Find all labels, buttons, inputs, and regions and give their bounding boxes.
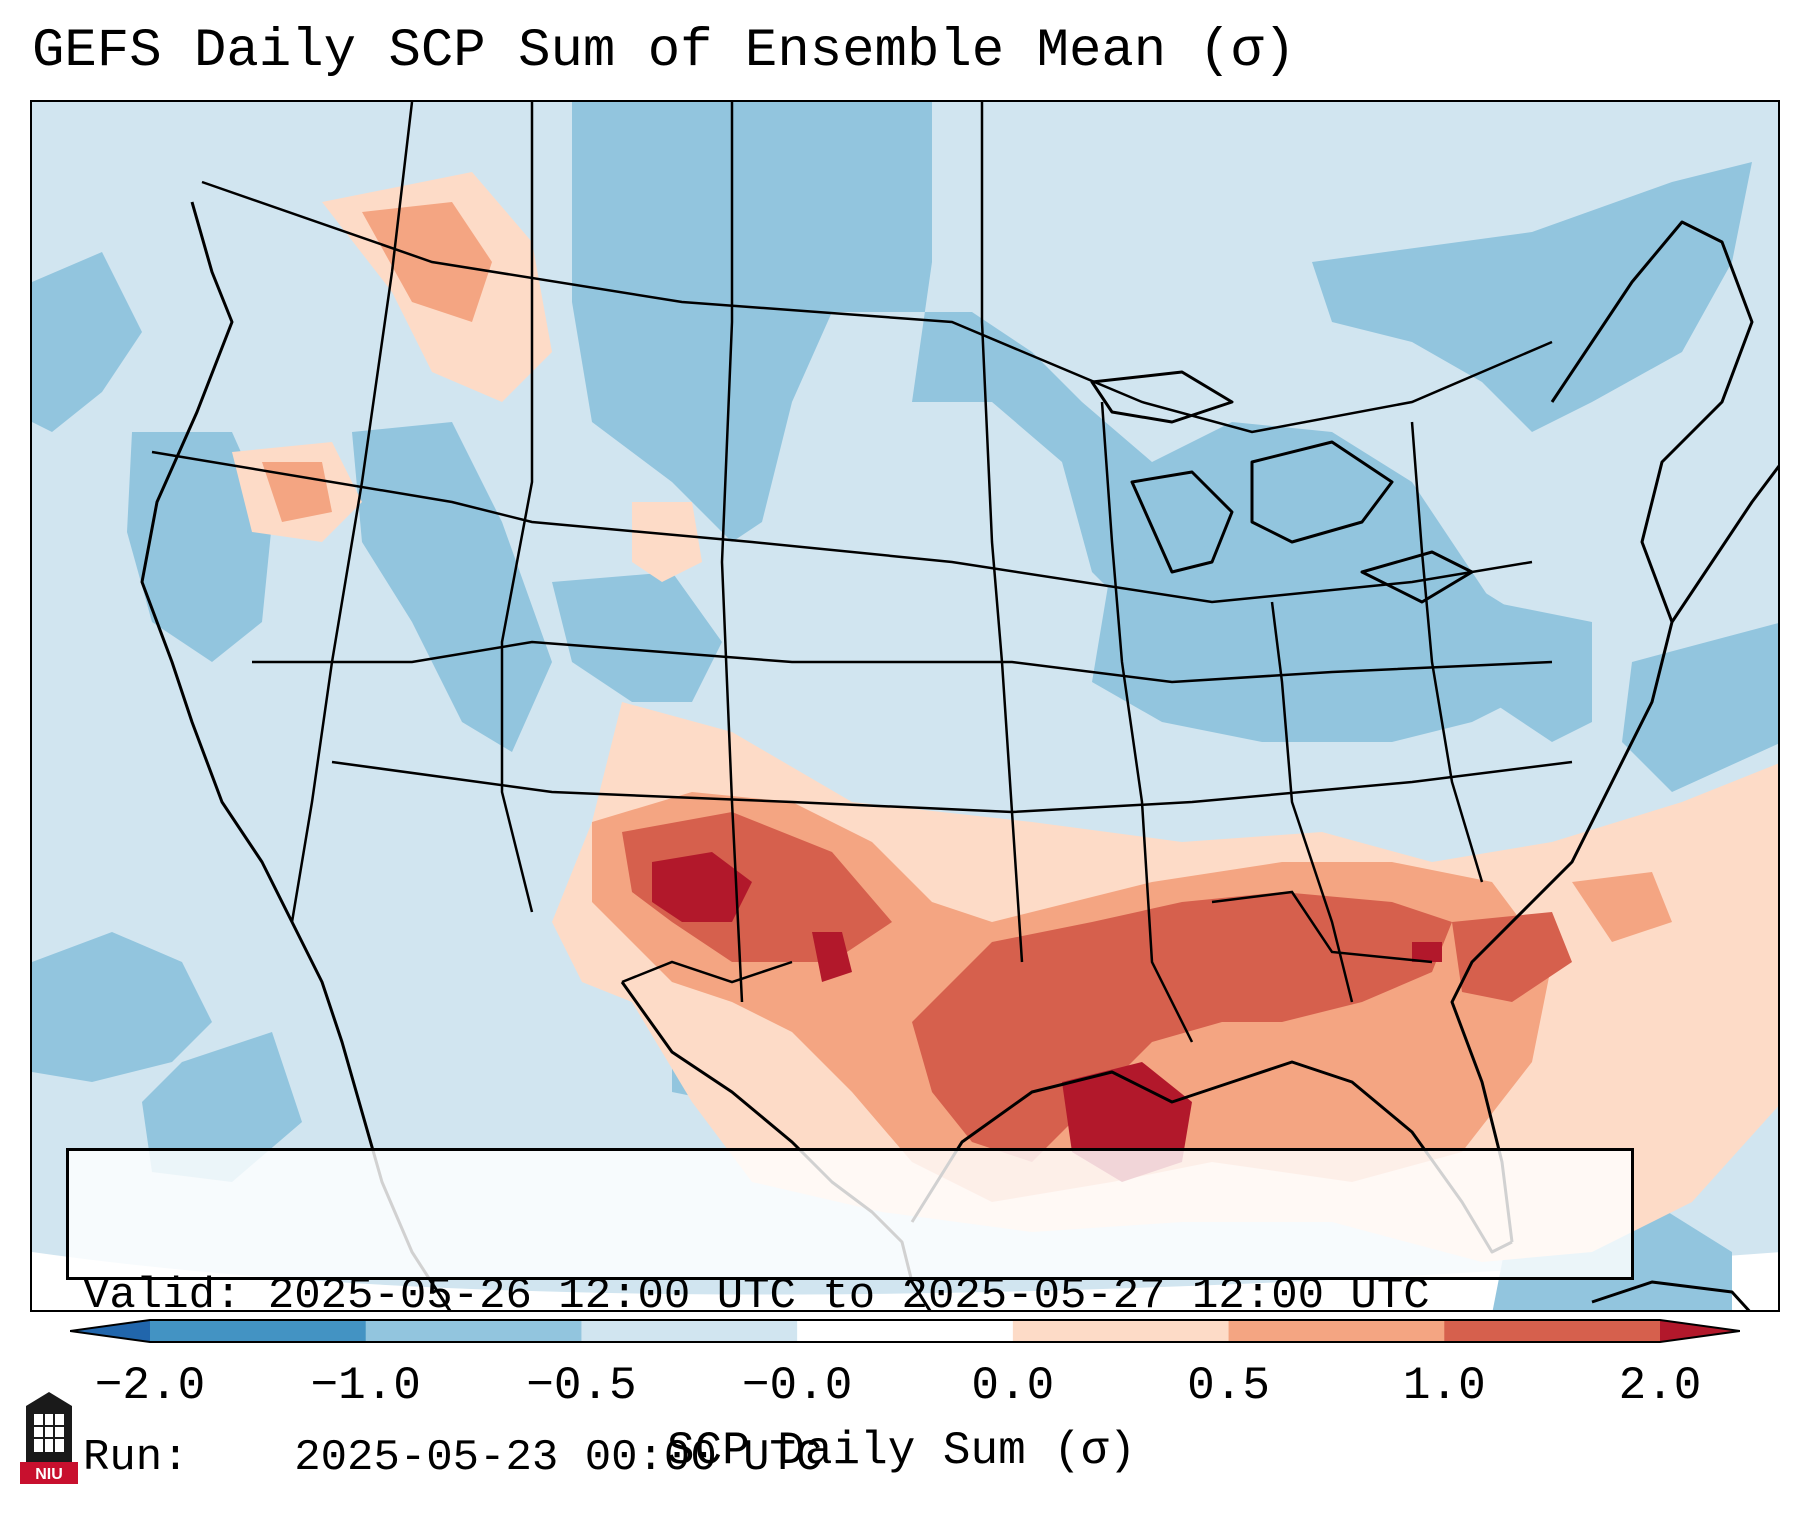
colorbar-ticks: −2.0 −1.0 −0.5 −0.0 0.0 0.5 1.0 2.0 <box>0 1360 1803 1420</box>
colorbar-tick-label: −0.0 <box>741 1360 853 1412</box>
run-row: Run: 2025-05-23 00:00 UTC <box>83 1431 1631 1485</box>
svg-text:NIU: NIU <box>35 1466 63 1483</box>
map-panel <box>30 100 1780 1312</box>
colorbar-bin <box>1444 1320 1661 1342</box>
colorbar-tick-label: −1.0 <box>310 1360 421 1412</box>
colorbar-tick-label: 0.0 <box>971 1360 1055 1412</box>
colorbar-bin <box>1228 1320 1445 1342</box>
negative-anomaly-areas <box>32 102 1778 1310</box>
colorbar-bin <box>365 1320 582 1342</box>
colorbar-tick-label: 2.0 <box>1618 1360 1702 1412</box>
valid-label: Valid: <box>83 1271 242 1321</box>
colorbar-bin <box>581 1320 798 1342</box>
niu-logo: NIU <box>20 1392 78 1484</box>
domain-edge-bottom <box>32 1252 1778 1310</box>
scp-map <box>32 102 1778 1310</box>
run-value: 2025-05-23 00:00 UTC <box>294 1433 823 1483</box>
colorbar-tick-label: 0.5 <box>1187 1360 1270 1412</box>
run-label: Run: <box>83 1433 189 1483</box>
colorbar-bin <box>1012 1320 1230 1342</box>
colorbar-under-arrow <box>70 1320 150 1342</box>
colorbar-outline <box>70 1319 1740 1343</box>
valid-value: 2025-05-26 12:00 UTC to 2025-05-27 12:00… <box>267 1271 1430 1321</box>
colorbar <box>70 1319 1740 1343</box>
valid-run-info-box: Valid: 2025-05-26 12:00 UTC to 2025-05-2… <box>66 1148 1634 1483</box>
colorbar-label: SCP Daily Sum (σ) <box>666 1425 1137 1477</box>
colorbar-bins <box>150 1320 1661 1342</box>
colorbar-tick-label: 1.0 <box>1402 1360 1486 1412</box>
colorbar-tick-label: −0.5 <box>526 1360 637 1412</box>
colorbar-tick-label: −2.0 <box>94 1360 206 1412</box>
colorbar-bin <box>797 1320 1014 1342</box>
colorbar-over-arrow <box>1660 1320 1740 1342</box>
map-title: GEFS Daily SCP Sum of Ensemble Mean (σ) <box>32 21 1296 82</box>
political-borders <box>151 102 1573 1043</box>
colorbar-bin <box>150 1320 367 1342</box>
valid-row: Valid: 2025-05-26 12:00 UTC to 2025-05-2… <box>83 1269 1631 1323</box>
positive-high-areas <box>622 812 1572 1162</box>
